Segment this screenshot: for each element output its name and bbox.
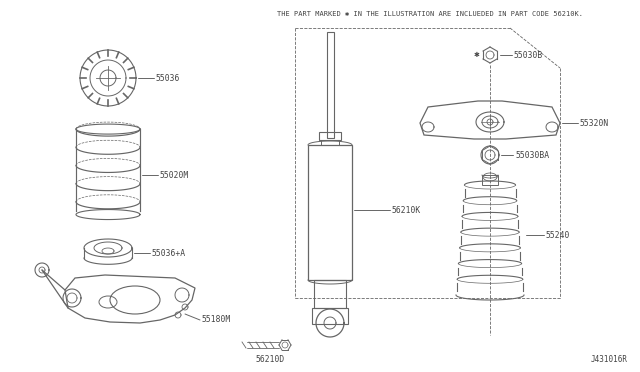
Text: 55030B: 55030B [514,51,543,60]
Text: ✱: ✱ [473,52,479,58]
Bar [312,308,348,324]
Text: 56210K: 56210K [392,205,421,215]
Text: 56210D: 56210D [255,356,284,365]
Bar [308,145,352,280]
Text: 55036+A: 55036+A [152,248,186,257]
Text: 55240: 55240 [546,231,570,240]
Text: 55180M: 55180M [202,315,231,324]
Bar [326,32,333,138]
Bar [319,132,341,140]
Text: THE PART MARKED ✱ IN THE ILLUSTRATION ARE INCLUEDED IN PART CODE 56210K.: THE PART MARKED ✱ IN THE ILLUSTRATION AR… [277,11,583,17]
Text: 55320N: 55320N [580,119,609,128]
Text: 55036: 55036 [156,74,180,83]
Text: 55020M: 55020M [160,170,189,180]
Bar [482,175,498,185]
Bar [321,140,339,145]
Text: J431016R: J431016R [591,356,628,365]
Bar [314,280,346,308]
Text: 55030BA: 55030BA [515,151,549,160]
